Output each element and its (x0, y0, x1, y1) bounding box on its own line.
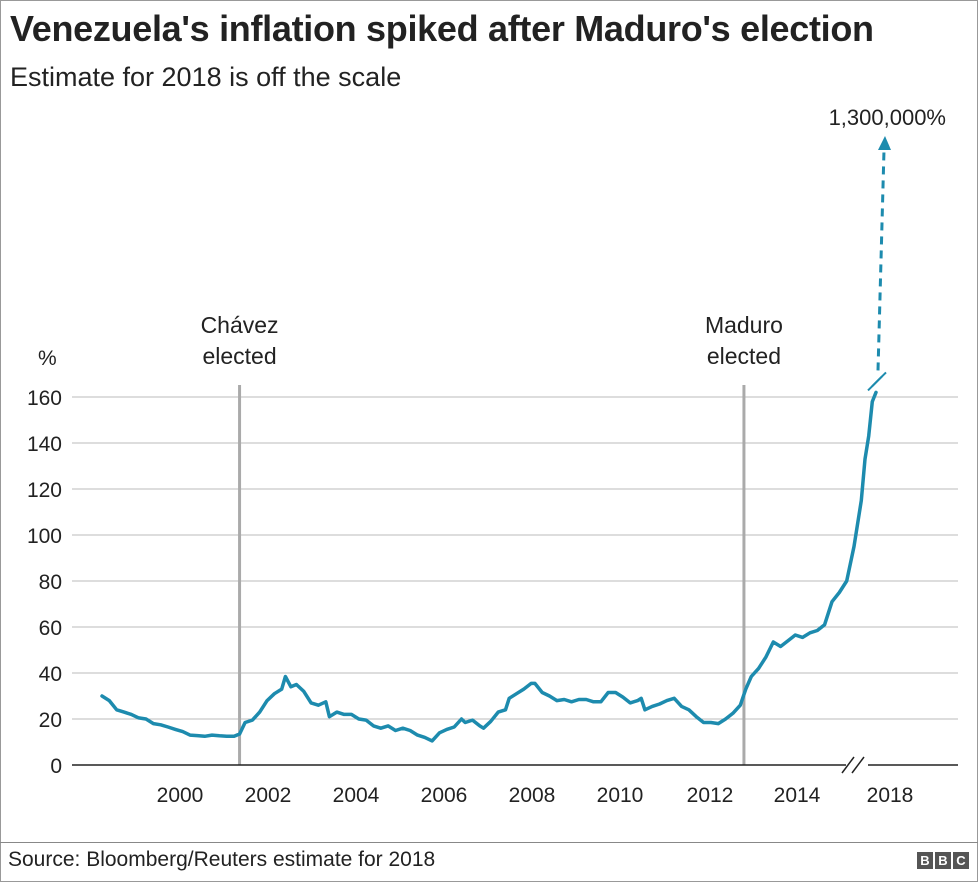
y-axis-unit-label: % (38, 347, 57, 370)
event-label: Maduro (705, 312, 783, 338)
y-tick-label: 140 (27, 433, 62, 456)
y-tick-label: 160 (27, 387, 62, 410)
off-scale-arrow-shaft (876, 149, 886, 371)
y-tick-label: 120 (27, 479, 62, 502)
axis-break-mark (851, 756, 865, 774)
y-tick-label: 40 (39, 663, 62, 686)
annotation-layer: 1,300,000% (829, 105, 946, 392)
x-tick-label: 2018 (867, 784, 914, 807)
x-tick-label: 2000 (157, 784, 204, 807)
x-tick-label: 2006 (421, 784, 468, 807)
footer-divider (0, 842, 978, 883)
x-tick-label: 2010 (597, 784, 644, 807)
series-layer (100, 390, 878, 743)
event-label: elected (707, 343, 781, 369)
bbc-logo-letter: B (935, 852, 951, 869)
axis-layer: 0 20 40 60 80 100 120 140 160% 2000 2002 2004 2006 20… (27, 347, 958, 807)
bbc-logo: B B C (917, 852, 969, 869)
bbc-logo-letter: C (953, 852, 969, 869)
chart-subtitle: Estimate for 2018 is off the scale (10, 62, 402, 92)
y-tick-label: 60 (39, 617, 62, 640)
x-tick-label: 2012 (687, 784, 734, 807)
series-break-mark (867, 375, 883, 392)
event-layer: Chávez elected Maduro elected (201, 312, 783, 765)
axis-break-gap (846, 762, 868, 768)
x-tick-label: 2014 (774, 784, 821, 807)
event-label: elected (202, 343, 276, 369)
bbc-logo-letter: B (917, 852, 933, 869)
grid-layer (72, 396, 958, 720)
y-tick-label: 100 (27, 525, 62, 548)
x-tick-label: 2002 (245, 784, 292, 807)
source-note: Source: Bloomberg/Reuters estimate for 2… (8, 848, 436, 871)
y-tick-label: 80 (39, 571, 62, 594)
axis-break-mark (841, 756, 855, 774)
event-label: Chávez (201, 312, 279, 338)
inflation-series-line (100, 390, 878, 743)
x-tick-label: 2004 (333, 784, 380, 807)
y-tick-label: 20 (39, 709, 62, 732)
y-tick-label: 0 (50, 755, 62, 778)
chart-title: Venezuela's inflation spiked after Madur… (10, 8, 874, 49)
x-tick-label: 2008 (509, 784, 556, 807)
off-scale-arrowhead (878, 136, 891, 150)
off-scale-value-label: 1,300,000% (829, 105, 946, 130)
